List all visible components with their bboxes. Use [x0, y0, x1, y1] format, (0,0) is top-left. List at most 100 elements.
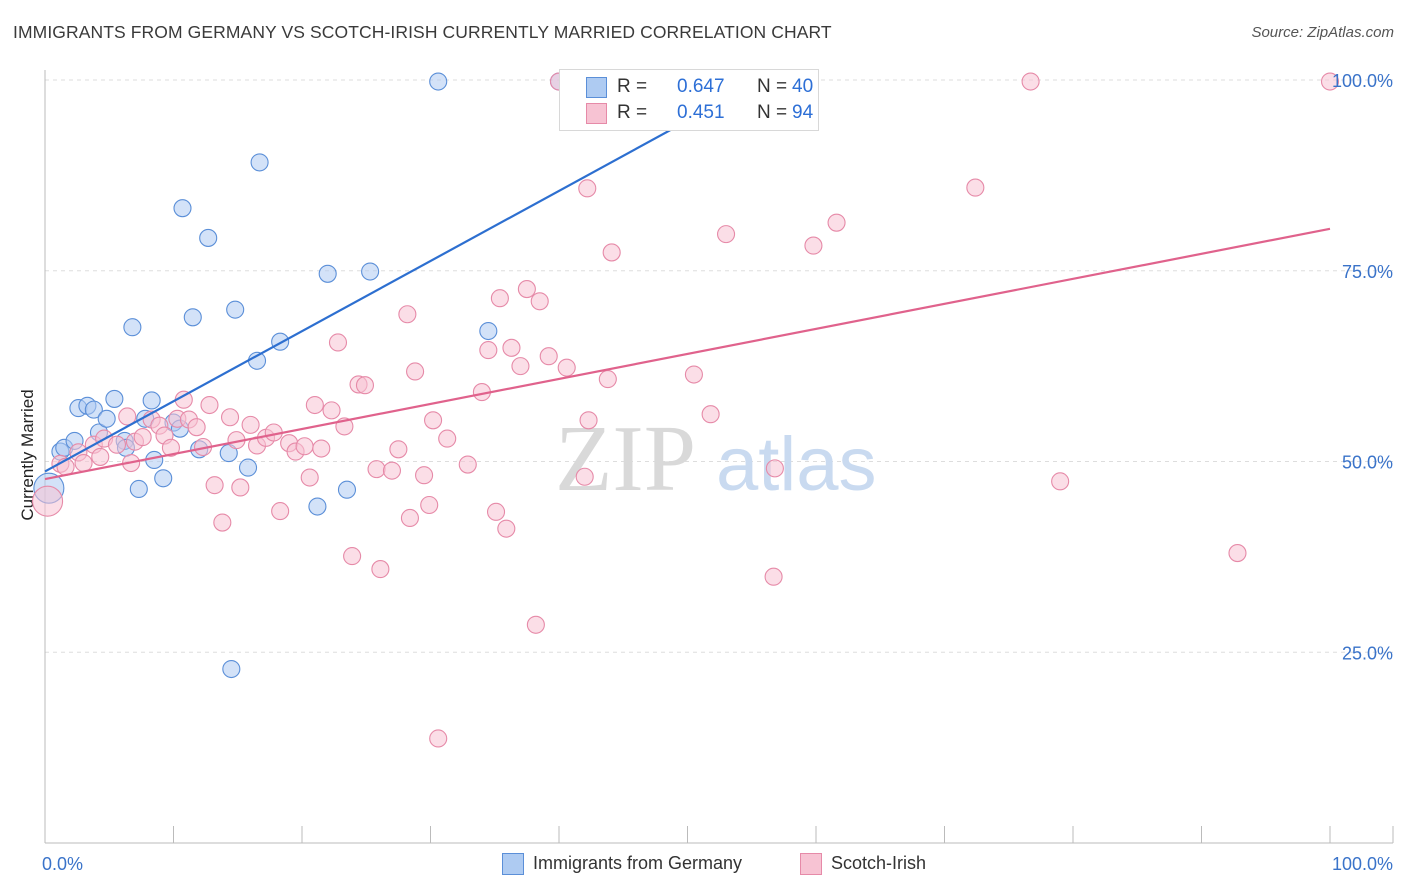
- r-label: R =: [617, 76, 648, 97]
- scotch-irish-point: [187, 418, 206, 437]
- scotch-irish-legend-swatch: [800, 853, 822, 875]
- scotch-irish-point: [400, 508, 419, 528]
- germany-point: [479, 321, 498, 341]
- germany-point: [142, 391, 161, 410]
- scotch-irish-point: [490, 289, 509, 308]
- scotch-irish-point: [827, 213, 846, 232]
- germany-point: [199, 228, 218, 247]
- scotch-irish-point: [415, 466, 434, 485]
- r-value: 0.647: [677, 76, 725, 97]
- scotch-irish-point: [398, 305, 417, 324]
- scotch-irish-point: [764, 567, 783, 586]
- scotch-irish-point: [701, 405, 720, 424]
- scotch-irish-point: [161, 438, 180, 457]
- scotch-irish-point: [312, 439, 331, 458]
- r-value: 0.451: [677, 102, 725, 123]
- scotch-irish-point: [578, 179, 597, 198]
- germany-point: [271, 332, 290, 351]
- germany-point: [129, 479, 148, 499]
- scotch-irish-point: [502, 338, 521, 357]
- germany-point: [226, 300, 245, 319]
- grid-lines: [45, 79, 1393, 653]
- scotch-irish-point: [458, 455, 477, 474]
- scotch-irish-point: [517, 280, 536, 299]
- scotch-irish-trend-line: [44, 227, 1331, 481]
- germany-point: [222, 659, 241, 679]
- germany-legend-swatch: [502, 853, 524, 875]
- scotch-irish-point: [91, 447, 110, 466]
- germany-point: [97, 409, 116, 428]
- scotch-irish-point: [966, 178, 985, 197]
- tick-labels: 25.0% 50.0% 75.0% 100.0% 0.0% 100.0%: [42, 71, 1393, 874]
- watermark-atlas: atlas: [716, 422, 877, 507]
- scotch-irish-point: [438, 429, 457, 448]
- germany-point: [84, 400, 103, 419]
- scotch-irish-point: [406, 362, 425, 381]
- scotch-irish-point: [241, 415, 260, 434]
- germany-point: [308, 497, 327, 516]
- scotch-irish-point: [118, 407, 137, 426]
- scotch-irish-point: [300, 468, 319, 487]
- scotch-irish-point: [598, 370, 617, 389]
- scotch-irish-point: [205, 476, 224, 495]
- scotch-irish-point: [107, 435, 127, 454]
- scotch-irish-point: [486, 502, 506, 521]
- germany-point: [250, 153, 269, 172]
- legend-label: Immigrants from Germany: [533, 853, 743, 873]
- watermark: ZIP atlas: [555, 407, 877, 511]
- n-value: 94: [792, 102, 814, 123]
- axes: [44, 70, 1394, 844]
- scotch-irish-point: [367, 460, 386, 479]
- scotch-irish-point: [213, 513, 232, 532]
- scotch-irish-point: [1228, 544, 1247, 563]
- watermark-zip: ZIP: [555, 407, 696, 511]
- scotch-irish-point: [602, 243, 621, 262]
- scotch-irish-point: [579, 411, 598, 430]
- scotch-irish-point: [295, 437, 314, 456]
- n-label: N =: [757, 76, 788, 97]
- scotch-irish-point: [32, 485, 64, 517]
- scotch-irish-point: [1051, 472, 1070, 491]
- trend-lines: [44, 105, 1331, 481]
- germany-point: [105, 389, 124, 408]
- legend-label: Scotch-Irish: [831, 853, 927, 873]
- scotch-irish-point: [74, 453, 93, 473]
- germany-point: [361, 262, 380, 281]
- germany-point: [238, 458, 258, 477]
- chart-source: Source: ZipAtlas.com: [1251, 24, 1394, 41]
- scotch-irish-point: [526, 615, 545, 634]
- n-value: 40: [792, 76, 814, 97]
- germany-trend-line: [44, 105, 714, 473]
- scotch-irish-point: [539, 347, 558, 366]
- n-label: N =: [757, 102, 788, 123]
- x-tick-label: 0.0%: [42, 854, 83, 874]
- y-tick-label: 50.0%: [1342, 453, 1393, 473]
- scotch-irish-point: [389, 440, 408, 459]
- scotch-irish-point: [765, 459, 784, 478]
- scotch-irish-point: [305, 395, 324, 415]
- scotch-irish-point: [557, 358, 576, 377]
- germany-point: [183, 308, 202, 327]
- germany-swatch: [586, 77, 607, 98]
- germany-point: [429, 72, 448, 91]
- scotch-irish-point: [424, 411, 443, 430]
- scotch-irish-point: [328, 333, 348, 352]
- y-tick-label: 75.0%: [1342, 262, 1393, 282]
- germany-point: [337, 480, 357, 499]
- scotch-irish-point: [420, 495, 439, 515]
- scotch-irish-point: [200, 395, 219, 415]
- scotch-irish-point: [684, 365, 703, 384]
- scotch-irish-point: [371, 560, 390, 579]
- germany-point: [154, 469, 173, 488]
- scotch-irish-point: [231, 478, 250, 497]
- scotch-irish-point: [1021, 72, 1040, 91]
- scotch-irish-point: [530, 292, 549, 311]
- germany-point: [318, 264, 337, 283]
- scotch-irish-point: [716, 225, 736, 244]
- scotch-irish-point: [382, 461, 402, 480]
- x-tick-label: 100.0%: [1332, 854, 1393, 874]
- scotch-irish-point: [497, 519, 516, 538]
- scotch-irish-point: [479, 341, 498, 360]
- scotch-irish-point: [355, 376, 375, 395]
- scotch-irish-point: [220, 408, 240, 427]
